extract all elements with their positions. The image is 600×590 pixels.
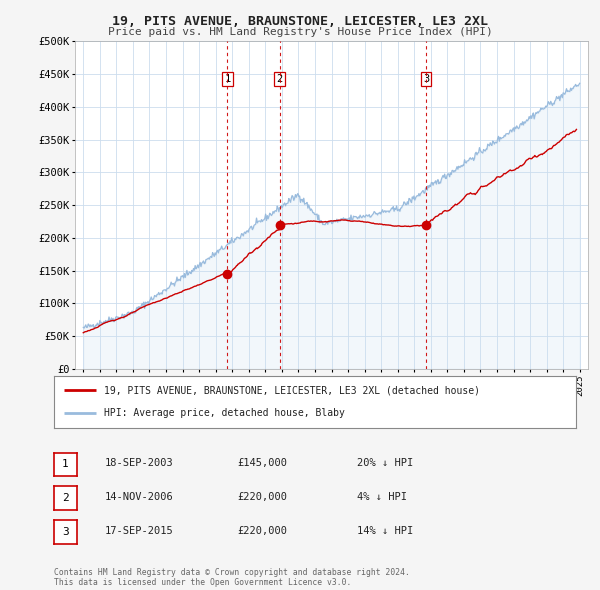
Text: 4% ↓ HPI: 4% ↓ HPI bbox=[357, 492, 407, 502]
Text: 18-SEP-2003: 18-SEP-2003 bbox=[105, 458, 174, 468]
Text: HPI: Average price, detached house, Blaby: HPI: Average price, detached house, Blab… bbox=[104, 408, 344, 418]
Text: 14% ↓ HPI: 14% ↓ HPI bbox=[357, 526, 413, 536]
Text: 3: 3 bbox=[62, 527, 69, 537]
Text: Price paid vs. HM Land Registry's House Price Index (HPI): Price paid vs. HM Land Registry's House … bbox=[107, 27, 493, 37]
Text: 2: 2 bbox=[62, 493, 69, 503]
Text: 19, PITS AVENUE, BRAUNSTONE, LEICESTER, LE3 2XL: 19, PITS AVENUE, BRAUNSTONE, LEICESTER, … bbox=[112, 15, 488, 28]
Text: 1: 1 bbox=[62, 460, 69, 469]
Text: 3: 3 bbox=[423, 74, 429, 84]
Text: 17-SEP-2015: 17-SEP-2015 bbox=[105, 526, 174, 536]
Text: 20% ↓ HPI: 20% ↓ HPI bbox=[357, 458, 413, 468]
Text: 14-NOV-2006: 14-NOV-2006 bbox=[105, 492, 174, 502]
Text: £220,000: £220,000 bbox=[237, 526, 287, 536]
Text: 2: 2 bbox=[277, 74, 283, 84]
Text: 1: 1 bbox=[224, 74, 230, 84]
Text: £145,000: £145,000 bbox=[237, 458, 287, 468]
Text: £220,000: £220,000 bbox=[237, 492, 287, 502]
Text: 19, PITS AVENUE, BRAUNSTONE, LEICESTER, LE3 2XL (detached house): 19, PITS AVENUE, BRAUNSTONE, LEICESTER, … bbox=[104, 385, 479, 395]
Text: Contains HM Land Registry data © Crown copyright and database right 2024.
This d: Contains HM Land Registry data © Crown c… bbox=[54, 568, 410, 587]
